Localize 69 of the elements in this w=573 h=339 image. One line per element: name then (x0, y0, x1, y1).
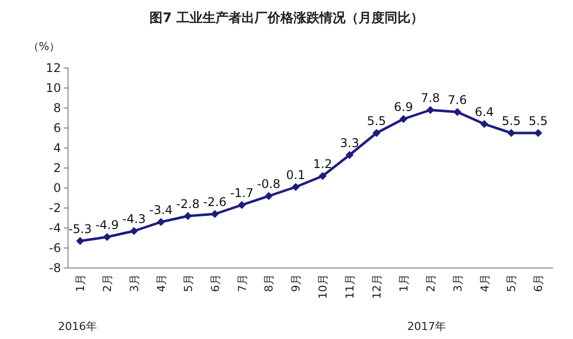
x-tick-label: 3月 (128, 274, 142, 292)
x-tick-label: 4月 (154, 274, 168, 292)
data-label: -1.7 (230, 186, 254, 200)
x-tick-label: 6月 (208, 274, 222, 292)
point (426, 106, 434, 114)
data-label: 7.8 (420, 91, 440, 105)
data-label: -5.3 (68, 222, 92, 236)
x-tick-label: 3月 (451, 274, 464, 292)
point (318, 172, 327, 180)
point (292, 183, 300, 191)
point (507, 129, 516, 137)
point (372, 129, 381, 137)
x-tick-label: 2月 (424, 274, 438, 292)
x-tick-label: 5月 (505, 274, 518, 292)
x-tick-label: 2月 (101, 274, 114, 292)
point (480, 120, 488, 128)
data-label: 5.5 (528, 114, 548, 128)
point (210, 210, 219, 218)
data-label: 1.2 (313, 157, 332, 171)
point (184, 212, 192, 220)
x-tick-label: 11月 (344, 274, 357, 299)
x-tick-label: 7月 (236, 274, 249, 292)
point (264, 192, 273, 200)
point (76, 237, 84, 245)
data-label: -4.9 (95, 218, 119, 232)
x-tick-label: 5月 (182, 274, 195, 292)
x-tick-label: 9月 (290, 274, 303, 292)
y-tick-label: 10 (46, 81, 61, 95)
data-label: 0.1 (286, 168, 306, 182)
data-label: -3.4 (149, 203, 173, 217)
y-tick-label: -8 (49, 261, 61, 275)
text: 2016年 (58, 320, 97, 333)
data-label: -4.3 (122, 212, 146, 226)
chart-title: 图7 工业生产者出厂价格涨跌情况（月度同比） (150, 10, 424, 26)
y-tick-label: 0 (53, 181, 61, 195)
y-tick-label: -4 (49, 221, 61, 235)
x-tick-label: 6月 (532, 274, 546, 292)
data-label: 6.4 (474, 105, 494, 119)
point (534, 129, 542, 137)
x-tick-label: 1月 (397, 274, 410, 292)
y-tick-label: 8 (53, 101, 61, 115)
x-tick-label: 8月 (262, 274, 276, 292)
y-tick-label: 6 (53, 121, 61, 135)
x-tick-label: 4月 (478, 274, 492, 292)
text: 2017年 (407, 320, 446, 333)
data-label: 6.9 (394, 100, 414, 114)
y-tick-label: -2 (49, 201, 61, 215)
data-label: -2.6 (203, 195, 227, 209)
data-label: -0.8 (257, 177, 280, 191)
data-label: 3.3 (340, 136, 360, 150)
y-axis-title: （%） (28, 40, 60, 53)
y-tick-label: 2 (53, 161, 61, 175)
data-label: -2.8 (176, 197, 200, 211)
data-label: 5.5 (502, 114, 521, 128)
point (130, 227, 138, 235)
point (238, 201, 246, 209)
x-tick-label: 1月 (74, 274, 88, 292)
y-tick-label: 12 (46, 61, 61, 75)
y-tick-label: 4 (53, 141, 61, 155)
x-tick-label: 10月 (316, 274, 330, 299)
y-tick-label: -6 (49, 241, 61, 255)
point (103, 233, 112, 241)
point (346, 151, 354, 159)
data-label: 5.5 (366, 114, 386, 128)
data-label: 7.6 (448, 93, 467, 107)
point (399, 115, 408, 123)
point (453, 108, 462, 116)
point (156, 218, 165, 226)
x-tick-label: 12月 (370, 274, 384, 299)
